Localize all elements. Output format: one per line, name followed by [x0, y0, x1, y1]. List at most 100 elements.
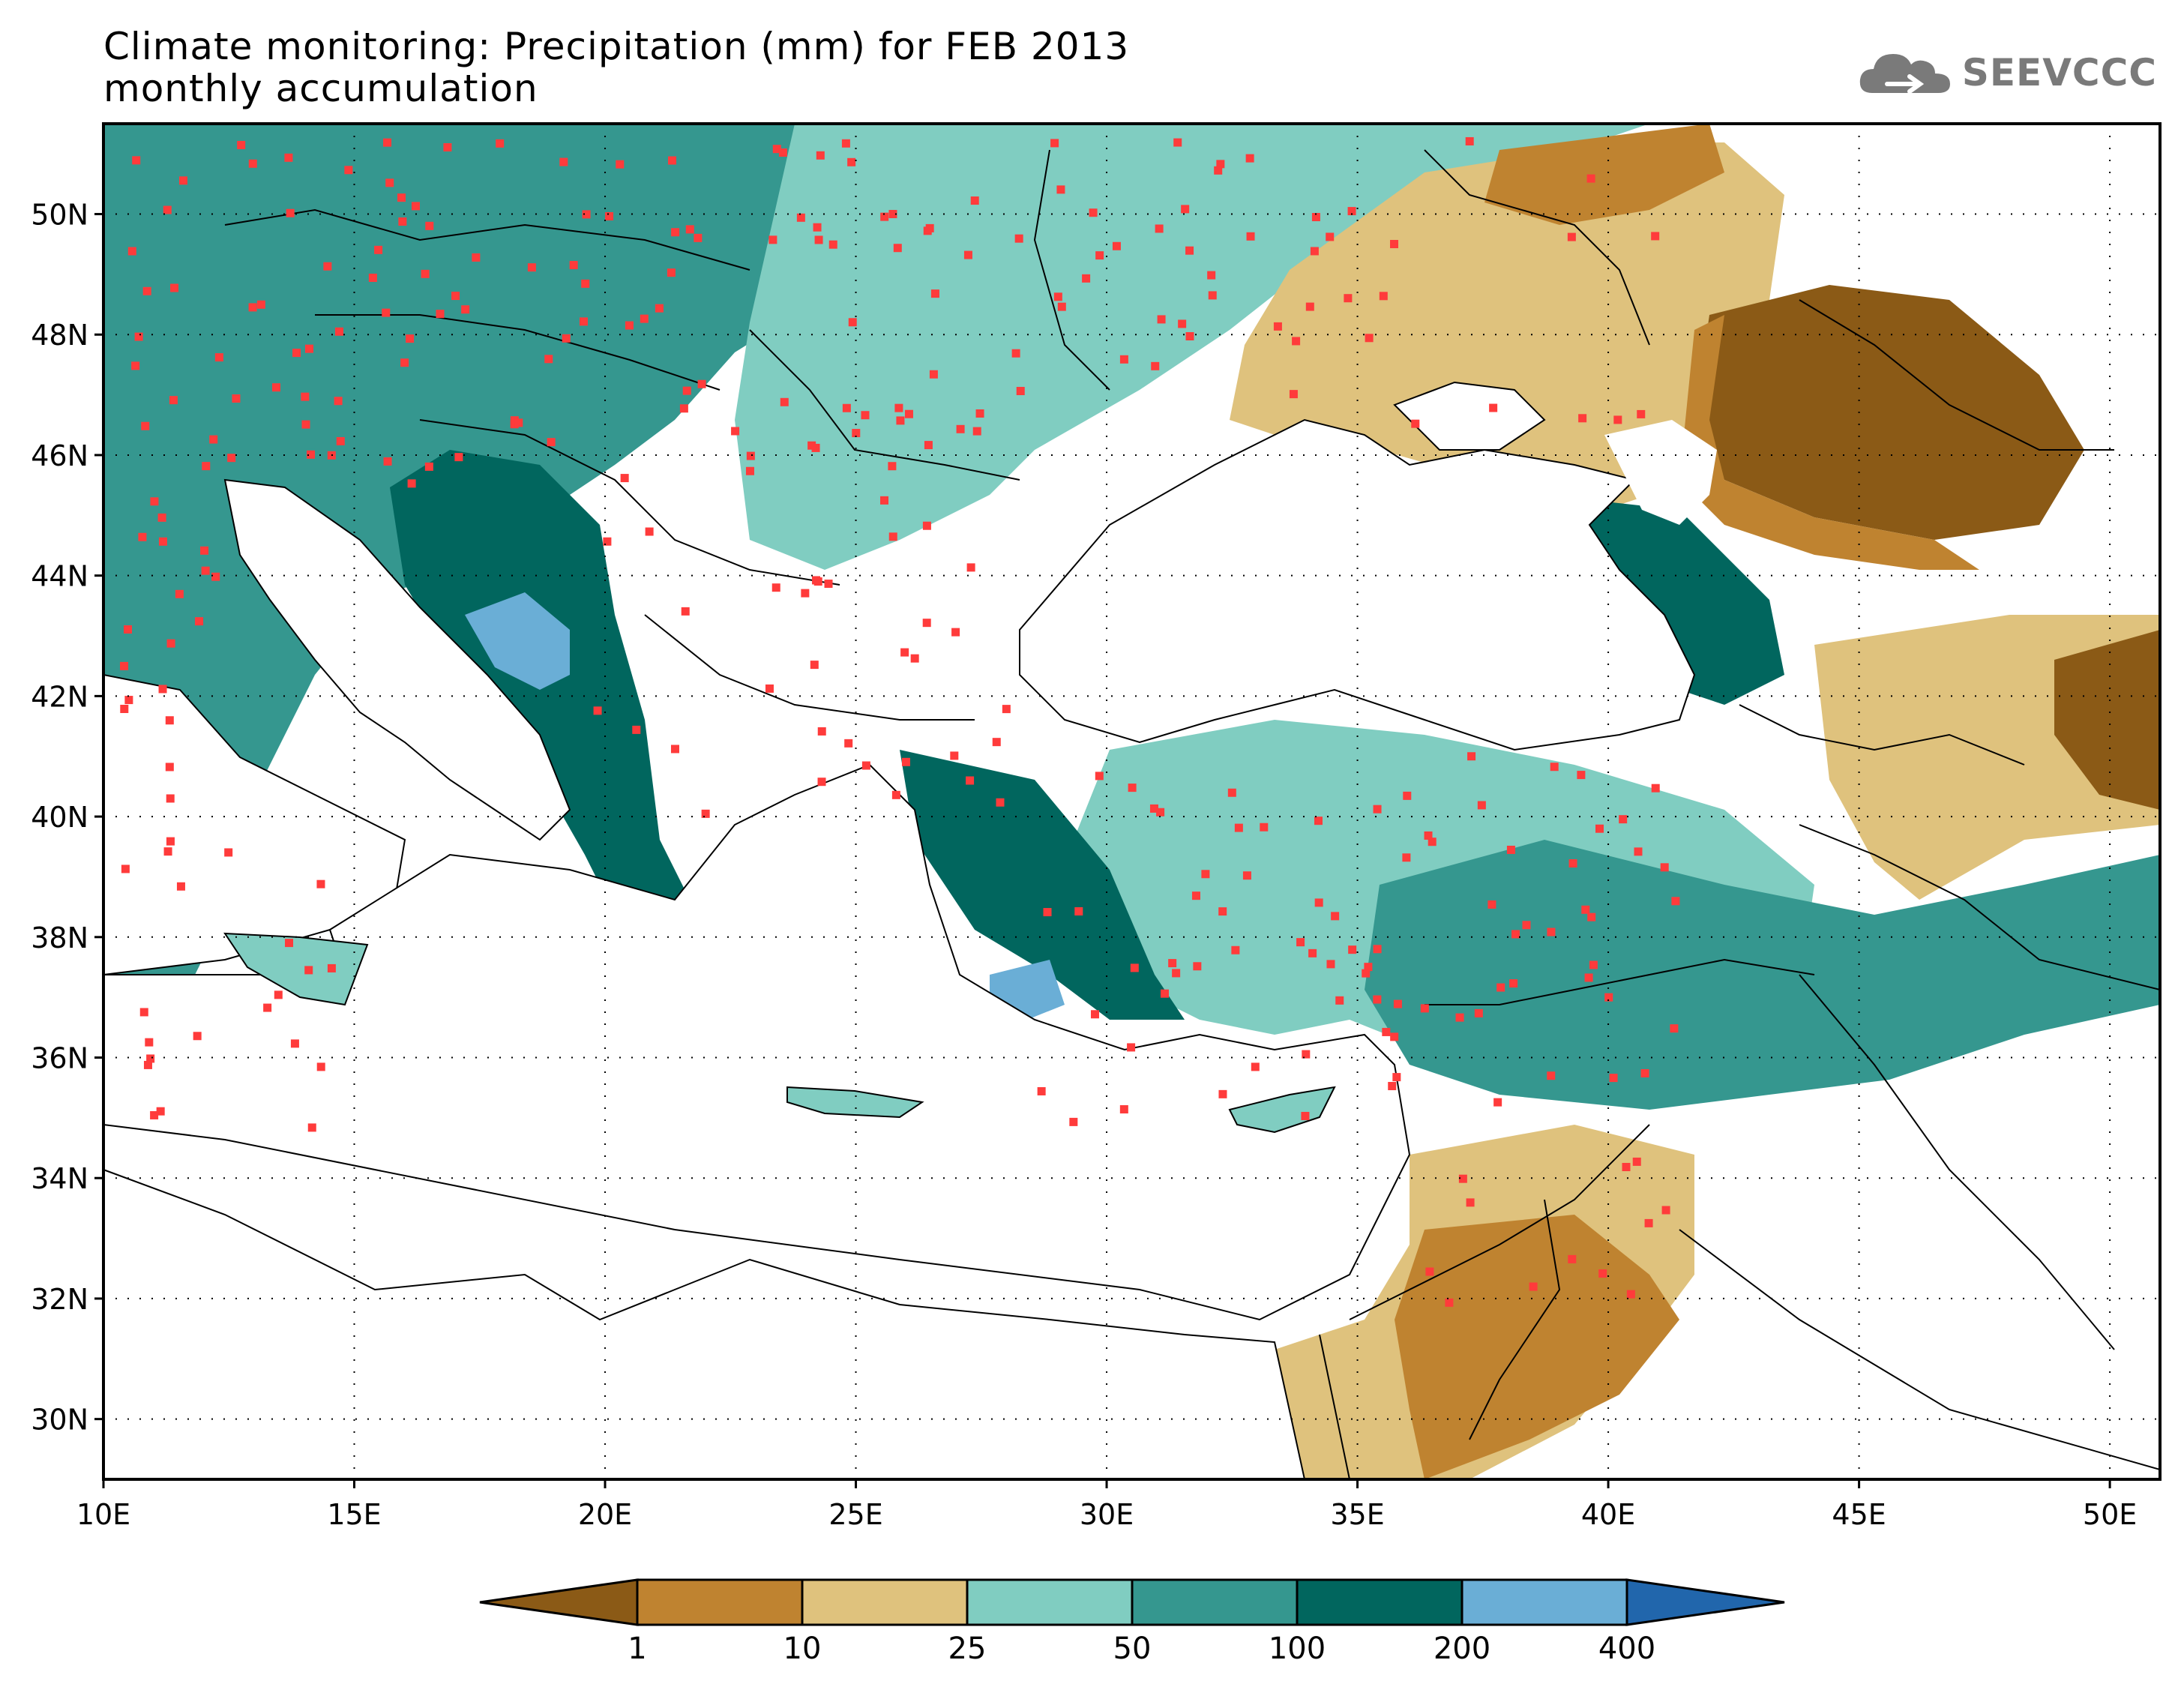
station-marker [972, 427, 981, 436]
station-marker [139, 1008, 148, 1017]
station-marker [1511, 930, 1520, 939]
station-marker [796, 213, 805, 222]
station-marker [810, 661, 819, 670]
station-marker [1547, 927, 1556, 936]
station-marker [679, 404, 688, 413]
station-marker [158, 685, 167, 694]
station-marker [1550, 763, 1559, 772]
station-marker [1227, 788, 1236, 797]
y-tick-label: 44N [31, 560, 88, 593]
station-marker [670, 745, 679, 754]
station-marker [120, 704, 129, 713]
station-marker [166, 794, 175, 803]
station-marker [334, 327, 343, 336]
station-marker [655, 304, 664, 313]
field-1-10-arabia [1395, 1215, 1679, 1479]
station-marker [640, 314, 649, 323]
tyrrhenian-sea [103, 673, 406, 976]
station-marker [1002, 705, 1011, 714]
station-marker [1577, 771, 1586, 780]
title-line-1: Climate monitoring: Precipitation (mm) f… [103, 25, 1130, 68]
station-marker [232, 394, 241, 403]
colorbar-box [966, 1578, 1134, 1626]
station-marker [1373, 995, 1382, 1004]
station-marker [1632, 1157, 1641, 1166]
station-marker [817, 727, 826, 736]
station-marker [1613, 415, 1622, 424]
station-marker [176, 882, 185, 891]
map-title: Climate monitoring: Precipitation (mm) f… [103, 25, 1129, 109]
x-tick-label: 25E [828, 1498, 882, 1531]
station-marker [1660, 863, 1669, 872]
station-marker [1251, 1062, 1260, 1071]
station-marker [772, 145, 781, 154]
station-marker [579, 317, 588, 326]
station-marker [888, 462, 897, 471]
cyprus [1228, 1086, 1336, 1134]
station-marker [842, 403, 851, 412]
station-marker [888, 209, 897, 218]
x-axis: 10E 15E 20E 25E 30E 35E 40E 45E 50E [76, 1479, 2137, 1531]
station-marker [1651, 784, 1660, 793]
station-marker [1373, 805, 1382, 814]
station-marker [307, 1123, 316, 1132]
station-marker [992, 738, 1001, 747]
station-marker [1365, 334, 1374, 343]
station-marker [922, 521, 931, 530]
station-marker [1155, 224, 1164, 233]
station-marker [1214, 166, 1223, 175]
station-marker [900, 648, 909, 657]
station-marker [121, 864, 130, 873]
ionian-aegean-med [103, 763, 1411, 1321]
title-line-2: monthly accumulation [103, 67, 538, 110]
station-marker [150, 497, 159, 506]
station-marker [1057, 302, 1066, 311]
station-marker [1331, 912, 1340, 921]
station-marker [771, 583, 780, 592]
station-marker [1493, 1098, 1502, 1107]
station-marker [668, 156, 677, 165]
station-marker [1390, 240, 1399, 249]
station-marker [1509, 979, 1518, 988]
station-marker [1567, 232, 1576, 241]
y-tick-label: 48N [31, 319, 88, 352]
station-marker [731, 427, 740, 436]
station-marker [1112, 241, 1121, 250]
station-marker [1302, 1050, 1311, 1059]
station-marker [975, 409, 984, 418]
x-tick-label: 10E [76, 1498, 130, 1531]
station-marker [801, 589, 810, 598]
station-marker [1178, 319, 1187, 328]
colorbar-box [636, 1578, 804, 1626]
station-marker [166, 639, 175, 648]
station-marker [1128, 784, 1137, 793]
station-marker [263, 1003, 272, 1012]
station-marker [301, 392, 310, 401]
station-marker [1626, 1290, 1635, 1299]
station-marker [848, 318, 857, 327]
station-marker [1598, 1269, 1607, 1278]
station-marker [1185, 331, 1194, 340]
x-tick-label: 45E [1832, 1498, 1886, 1531]
station-marker [880, 496, 889, 505]
station-marker [807, 441, 816, 450]
station-marker [1522, 921, 1531, 930]
station-marker [1216, 160, 1225, 169]
station-marker [248, 159, 257, 168]
station-marker [966, 776, 975, 785]
station-marker [1130, 963, 1139, 972]
station-marker [1487, 900, 1496, 909]
station-marker [681, 607, 690, 616]
sea-areas [103, 381, 1717, 1479]
station-marker [888, 532, 897, 541]
station-marker [1466, 1198, 1475, 1207]
station-marker [292, 349, 301, 358]
station-marker [327, 963, 336, 972]
station-marker [1191, 891, 1200, 900]
station-marker [334, 397, 343, 406]
station-marker [158, 537, 167, 546]
x-tick-label: 20E [578, 1498, 632, 1531]
station-marker [1119, 355, 1128, 364]
station-marker [397, 193, 406, 202]
